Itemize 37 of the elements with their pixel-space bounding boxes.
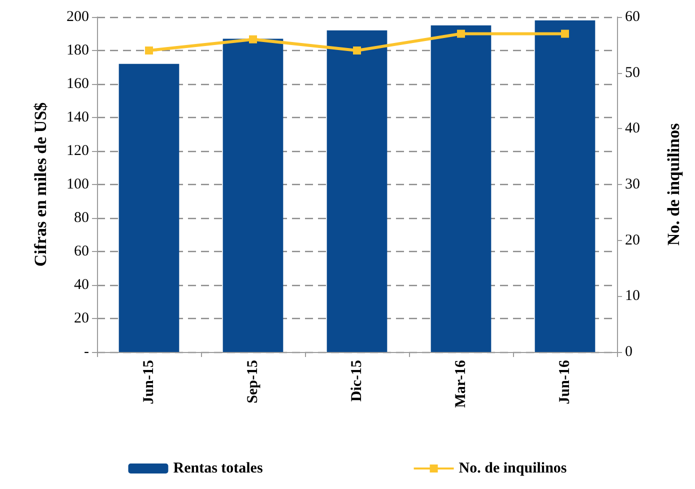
point — [249, 35, 257, 44]
y-axis-title: Cifras en miles de US$ — [31, 102, 50, 267]
y2-tick-label: 40 — [625, 120, 640, 137]
legend-label: Rentas totales — [173, 460, 263, 476]
y-tick-label: 120 — [66, 143, 89, 159]
y-tick-label: 180 — [66, 42, 89, 58]
y2-tick-label: 30 — [625, 176, 640, 192]
bar — [430, 25, 492, 352]
point — [561, 30, 569, 38]
x-tick-label: Dic-15 — [349, 360, 365, 402]
point — [353, 46, 361, 54]
y-tick-label: 20 — [74, 310, 89, 326]
bar — [534, 20, 596, 352]
y2-tick-label: 60 — [625, 9, 640, 25]
bar — [326, 30, 388, 352]
y-tick-label: 40 — [74, 277, 89, 293]
y-tick-label: 60 — [74, 244, 89, 260]
y-tick-label: 200 — [66, 9, 89, 25]
y-tick-label: 80 — [74, 210, 89, 226]
point — [145, 46, 153, 54]
x-tick-label: Jun-15 — [141, 360, 157, 404]
point — [457, 30, 465, 38]
x-tick-label: Mar-16 — [453, 360, 469, 408]
y-tick-label: - — [84, 344, 89, 360]
y2-tick-label: 0 — [625, 344, 632, 360]
bar — [118, 64, 180, 352]
y2-axis-title: No. de inquilinos — [664, 122, 683, 246]
y-tick-label: 100 — [66, 176, 89, 192]
y2-tick-label: 10 — [625, 288, 640, 304]
bar — [222, 38, 284, 352]
y-tick-label: 140 — [66, 110, 89, 126]
x-tick-label: Sep-15 — [245, 360, 261, 404]
y2-tick-label: 20 — [625, 232, 640, 248]
x-tick-label: Jun-16 — [557, 360, 573, 404]
y2-tick-label: 50 — [625, 64, 640, 81]
y-tick-label: 160 — [66, 76, 89, 92]
legend-label: No. de inquilinos — [458, 460, 567, 476]
